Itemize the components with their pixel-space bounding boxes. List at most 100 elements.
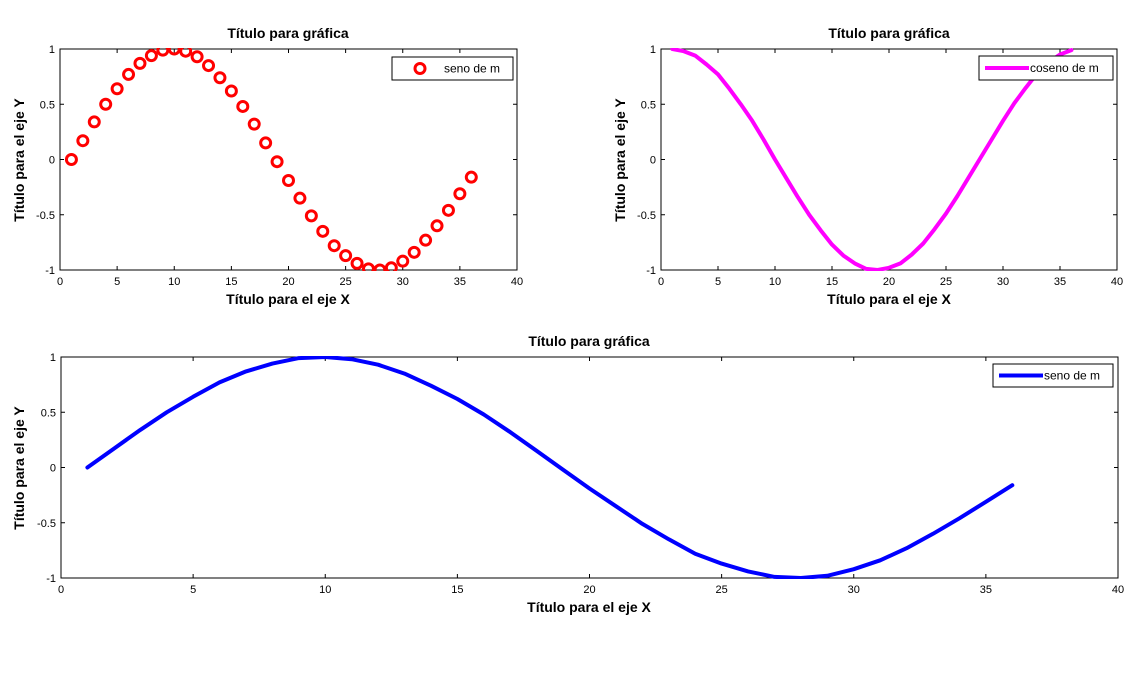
data-point-marker (361, 262, 375, 271)
data-point-marker (327, 239, 341, 253)
data-point-marker (430, 219, 444, 233)
x-tick-label: 20 (583, 584, 595, 596)
chart-title: Título para gráfica (828, 25, 950, 41)
y-tick-label: 0 (49, 155, 55, 167)
x-tick-label: 35 (1054, 276, 1066, 288)
chart-seno-scatter: Título para gráfica Título para el eje X… (11, 25, 523, 307)
y-axis-label: Título para el eje Y (612, 98, 628, 222)
x-tick-label: 5 (114, 276, 120, 288)
x-tick-label: 10 (168, 276, 180, 288)
data-point-marker (339, 249, 353, 263)
y-tick-label: -1 (646, 265, 656, 277)
x-tick-label: 30 (997, 276, 1009, 288)
chart-seno-line-wide: Título para gráfica Título para el eje X… (11, 333, 1124, 615)
x-tick-label: 15 (225, 276, 237, 288)
chart-coseno-line: Título para gráfica Título para el eje X… (612, 25, 1123, 307)
legend-label: seno de m (1044, 369, 1100, 383)
x-tick-label: 25 (340, 276, 352, 288)
y-tick-label: 0 (50, 463, 56, 475)
x-tick-label: 35 (454, 276, 466, 288)
data-point-marker (122, 67, 136, 81)
data-point-marker (293, 191, 307, 205)
plot-area (59, 48, 518, 271)
y-tick-label: -0.5 (36, 210, 55, 222)
y-tick-label: 1 (50, 352, 56, 364)
y-tick-label: 0.5 (641, 99, 656, 111)
y-tick-label: 0 (650, 155, 656, 167)
x-tick-label: 10 (769, 276, 781, 288)
data-point-marker (133, 56, 147, 70)
x-tick-label: 20 (883, 276, 895, 288)
data-point-marker (236, 99, 250, 113)
axis-ticks: 0 5 10 15 20 25 30 35 40 -1 -0.5 0 0.5 1 (37, 352, 1124, 596)
axis-ticks: 0 5 10 15 20 25 30 35 40 -1 -0.5 0 0.5 1 (36, 44, 523, 288)
data-series (64, 48, 478, 271)
legend-label: coseno de m (1030, 61, 1099, 75)
data-point-marker (441, 203, 455, 217)
data-point-marker (190, 50, 204, 64)
plot-area (660, 48, 1118, 271)
legend-label: seno de m (444, 62, 500, 76)
x-tick-label: 0 (658, 276, 664, 288)
x-tick-label: 30 (848, 584, 860, 596)
legend-box (992, 363, 1114, 388)
data-line (85, 356, 1015, 579)
data-point-marker (270, 155, 284, 169)
x-tick-label: 5 (190, 584, 196, 596)
data-point-marker (464, 170, 478, 184)
data-line (670, 48, 1074, 271)
x-tick-label: 40 (1111, 276, 1123, 288)
y-tick-label: -0.5 (637, 210, 656, 222)
data-point-marker (419, 233, 433, 247)
data-point-marker (396, 254, 410, 268)
data-point-marker (282, 173, 295, 187)
y-tick-label: 0.5 (41, 407, 56, 419)
x-tick-label: 10 (319, 584, 331, 596)
data-point-marker (156, 48, 170, 57)
data-point-marker (87, 115, 101, 129)
chart-title: Título para gráfica (227, 25, 349, 41)
y-axis-label: Título para el eje Y (11, 406, 27, 530)
legend-marker-icon (413, 62, 427, 75)
data-point-marker (247, 117, 261, 131)
y-tick-label: -1 (45, 265, 55, 277)
x-tick-label: 0 (58, 584, 64, 596)
x-tick-label: 0 (57, 276, 63, 288)
x-tick-label: 25 (940, 276, 952, 288)
data-point-marker (76, 134, 90, 148)
data-point-marker (407, 245, 421, 259)
y-axis-label: Título para el eje Y (11, 98, 27, 222)
data-point-marker (179, 48, 193, 58)
data-series (670, 48, 1074, 271)
x-tick-label: 15 (451, 584, 463, 596)
data-point-marker (384, 261, 398, 271)
y-tick-label: 0.5 (40, 99, 55, 111)
data-point-marker (259, 136, 273, 150)
data-point-marker (316, 224, 330, 238)
x-tick-label: 30 (397, 276, 409, 288)
data-point-marker (99, 97, 113, 111)
x-axis-label: Título para el eje X (827, 291, 951, 307)
axis-ticks: 0 5 10 15 20 25 30 35 40 -1 -0.5 0 0.5 1 (637, 44, 1123, 288)
x-tick-label: 40 (511, 276, 523, 288)
x-tick-label: 15 (826, 276, 838, 288)
x-axis-label: Título para el eje X (226, 291, 350, 307)
data-series (85, 356, 1015, 579)
data-point-marker (224, 84, 238, 98)
x-tick-label: 20 (282, 276, 294, 288)
data-point-marker (110, 82, 124, 96)
plot-area (60, 356, 1119, 579)
data-point-marker (167, 48, 181, 56)
y-tick-label: 1 (49, 44, 55, 56)
x-tick-label: 5 (715, 276, 721, 288)
legend: coseno de m (978, 55, 1114, 81)
legend: seno de m (992, 363, 1114, 388)
y-tick-label: -1 (46, 573, 56, 585)
legend: seno de m (391, 56, 514, 81)
x-tick-label: 35 (980, 584, 992, 596)
x-tick-label: 25 (716, 584, 728, 596)
data-point-marker (304, 209, 318, 223)
x-tick-label: 40 (1112, 584, 1124, 596)
data-point-marker (64, 153, 78, 166)
